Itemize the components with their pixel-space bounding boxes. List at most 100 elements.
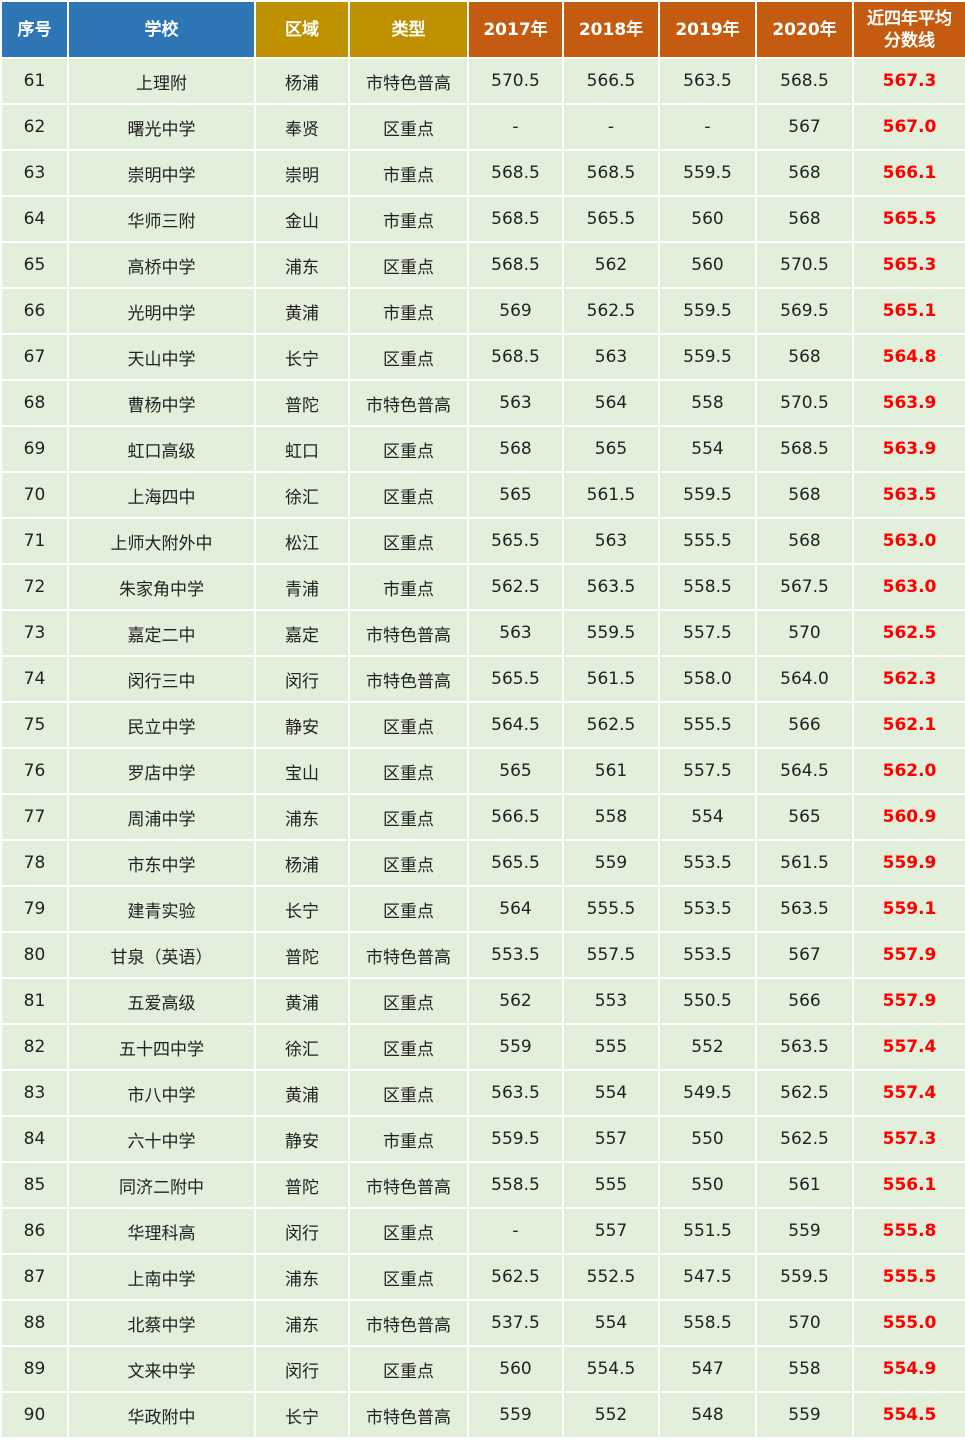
- cell-score-2017: 553.5: [467, 931, 564, 979]
- cell-index: 79: [0, 885, 69, 933]
- cell-type: 区重点: [348, 1207, 469, 1255]
- cell-index: 74: [0, 655, 69, 703]
- cell-index: 87: [0, 1253, 69, 1301]
- cell-district: 浦东: [254, 1253, 350, 1301]
- table-row: 74 闵行三中 闵行 市特色普高 565.5 561.5 558.0 564.0 562.3: [0, 655, 965, 703]
- cell-score-2020: 568: [755, 333, 854, 381]
- cell-district: 徐汇: [254, 471, 350, 519]
- cell-type: 区重点: [348, 1253, 469, 1301]
- cell-school: 上海四中: [67, 471, 256, 519]
- cell-score-2020: 568: [755, 149, 854, 197]
- header-2019: 2019年: [658, 0, 757, 59]
- cell-score-2020: 567.5: [755, 563, 854, 611]
- cell-district: 黄浦: [254, 977, 350, 1025]
- cell-score-2020: 562.5: [755, 1115, 854, 1163]
- cell-type: 市特色普高: [348, 609, 469, 657]
- cell-score-2019: 550: [658, 1115, 757, 1163]
- cell-index: 80: [0, 931, 69, 979]
- cell-score-2019: 547.5: [658, 1253, 757, 1301]
- table-row: 64 华师三附 金山 市重点 568.5 565.5 560 568 565.5: [0, 195, 965, 243]
- cell-score-2020: 568: [755, 471, 854, 519]
- cell-score-2018: 552.5: [562, 1253, 660, 1301]
- cell-school: 北蔡中学: [67, 1299, 256, 1347]
- cell-average: 562.3: [852, 655, 965, 703]
- cell-average: 563.0: [852, 517, 965, 565]
- header-index: 序号: [0, 0, 69, 59]
- cell-average: 565.1: [852, 287, 965, 335]
- cell-district: 杨浦: [254, 839, 350, 887]
- table-row: 86 华理科高 闵行 区重点 -557 551.5 559 555.8: [0, 1207, 965, 1255]
- cell-index: 64: [0, 195, 69, 243]
- cell-score-2019: 563.5: [658, 57, 757, 105]
- cell-score-2020: 559: [755, 1391, 854, 1439]
- cell-score-2017: 565: [467, 471, 564, 519]
- cell-score-2018: 561: [562, 747, 660, 795]
- cell-score-2017: 562.5: [467, 1253, 564, 1301]
- table-row: 71 上师大附外中 松江 区重点 565.5 563 555.5 568 563.0: [0, 517, 965, 565]
- cell-district: 闵行: [254, 1207, 350, 1255]
- cell-average: 554.9: [852, 1345, 965, 1393]
- header-average: 近四年平均分数线: [852, 0, 965, 59]
- cell-score-2020: 566: [755, 701, 854, 749]
- cell-score-2019: 550.5: [658, 977, 757, 1025]
- cell-score-2017: 564.5: [467, 701, 564, 749]
- header-row: 序号 学校 区域 类型 2017年 2018年 2019年 2020年 近四年平…: [0, 0, 965, 59]
- cell-school: 五十四中学: [67, 1023, 256, 1071]
- cell-district: 黄浦: [254, 287, 350, 335]
- cell-score-2019: 558.5: [658, 1299, 757, 1347]
- table-row: 73 嘉定二中 嘉定 市特色普高 563 559.5 557.5 570 562.5: [0, 609, 965, 657]
- cell-district: 松江: [254, 517, 350, 565]
- cell-score-2020: 567: [755, 931, 854, 979]
- cell-score-2017: 565: [467, 747, 564, 795]
- cell-average: 560.9: [852, 793, 965, 841]
- cell-school: 崇明中学: [67, 149, 256, 197]
- cell-average: 556.1: [852, 1161, 965, 1209]
- table-row: 61 上理附 杨浦 市特色普高 570.5 566.5 563.5 568.5 567.3: [0, 57, 965, 105]
- cell-score-2017: 568.5: [467, 195, 564, 243]
- cell-index: 68: [0, 379, 69, 427]
- cell-average: 555.5: [852, 1253, 965, 1301]
- cell-type: 区重点: [348, 885, 469, 933]
- cell-school: 朱家角中学: [67, 563, 256, 611]
- cell-index: 73: [0, 609, 69, 657]
- cell-average: 557.4: [852, 1023, 965, 1071]
- cell-average: 567.0: [852, 103, 965, 151]
- cell-type: 区重点: [348, 701, 469, 749]
- cell-type: 市特色普高: [348, 1391, 469, 1439]
- cell-district: 徐汇: [254, 1023, 350, 1071]
- cell-school: 五爱高级: [67, 977, 256, 1025]
- cell-score-2018: 568.5: [562, 149, 660, 197]
- cell-score-2019: 553.5: [658, 931, 757, 979]
- cell-index: 62: [0, 103, 69, 151]
- cell-average: 562.1: [852, 701, 965, 749]
- cell-district: 奉贤: [254, 103, 350, 151]
- cell-score-2020: 564.0: [755, 655, 854, 703]
- cell-type: 区重点: [348, 103, 469, 151]
- cell-score-2020: 559.5: [755, 1253, 854, 1301]
- cell-school: 上南中学: [67, 1253, 256, 1301]
- cell-school: 虹口高级: [67, 425, 256, 473]
- cell-score-2020: 561.5: [755, 839, 854, 887]
- cell-score-2017: -: [467, 103, 564, 151]
- cell-index: 72: [0, 563, 69, 611]
- cell-score-2017: 563: [467, 609, 564, 657]
- cell-score-2019: 555.5: [658, 701, 757, 749]
- cell-school: 闵行三中: [67, 655, 256, 703]
- cell-school: 嘉定二中: [67, 609, 256, 657]
- cell-score-2018: 557: [562, 1207, 660, 1255]
- cell-score-2018: 553: [562, 977, 660, 1025]
- cell-score-2018: 554: [562, 1069, 660, 1117]
- cell-score-2019: 554: [658, 793, 757, 841]
- table-row: 78 市东中学 杨浦 区重点 565.5 559 553.5 561.5 559.9: [0, 839, 965, 887]
- cell-index: 66: [0, 287, 69, 335]
- cell-school: 曹杨中学: [67, 379, 256, 427]
- cell-average: 557.4: [852, 1069, 965, 1117]
- cell-school: 罗店中学: [67, 747, 256, 795]
- cell-type: 区重点: [348, 747, 469, 795]
- cell-score-2017: 537.5: [467, 1299, 564, 1347]
- cell-type: 市特色普高: [348, 379, 469, 427]
- cell-index: 67: [0, 333, 69, 381]
- cell-district: 宝山: [254, 747, 350, 795]
- cell-average: 555.8: [852, 1207, 965, 1255]
